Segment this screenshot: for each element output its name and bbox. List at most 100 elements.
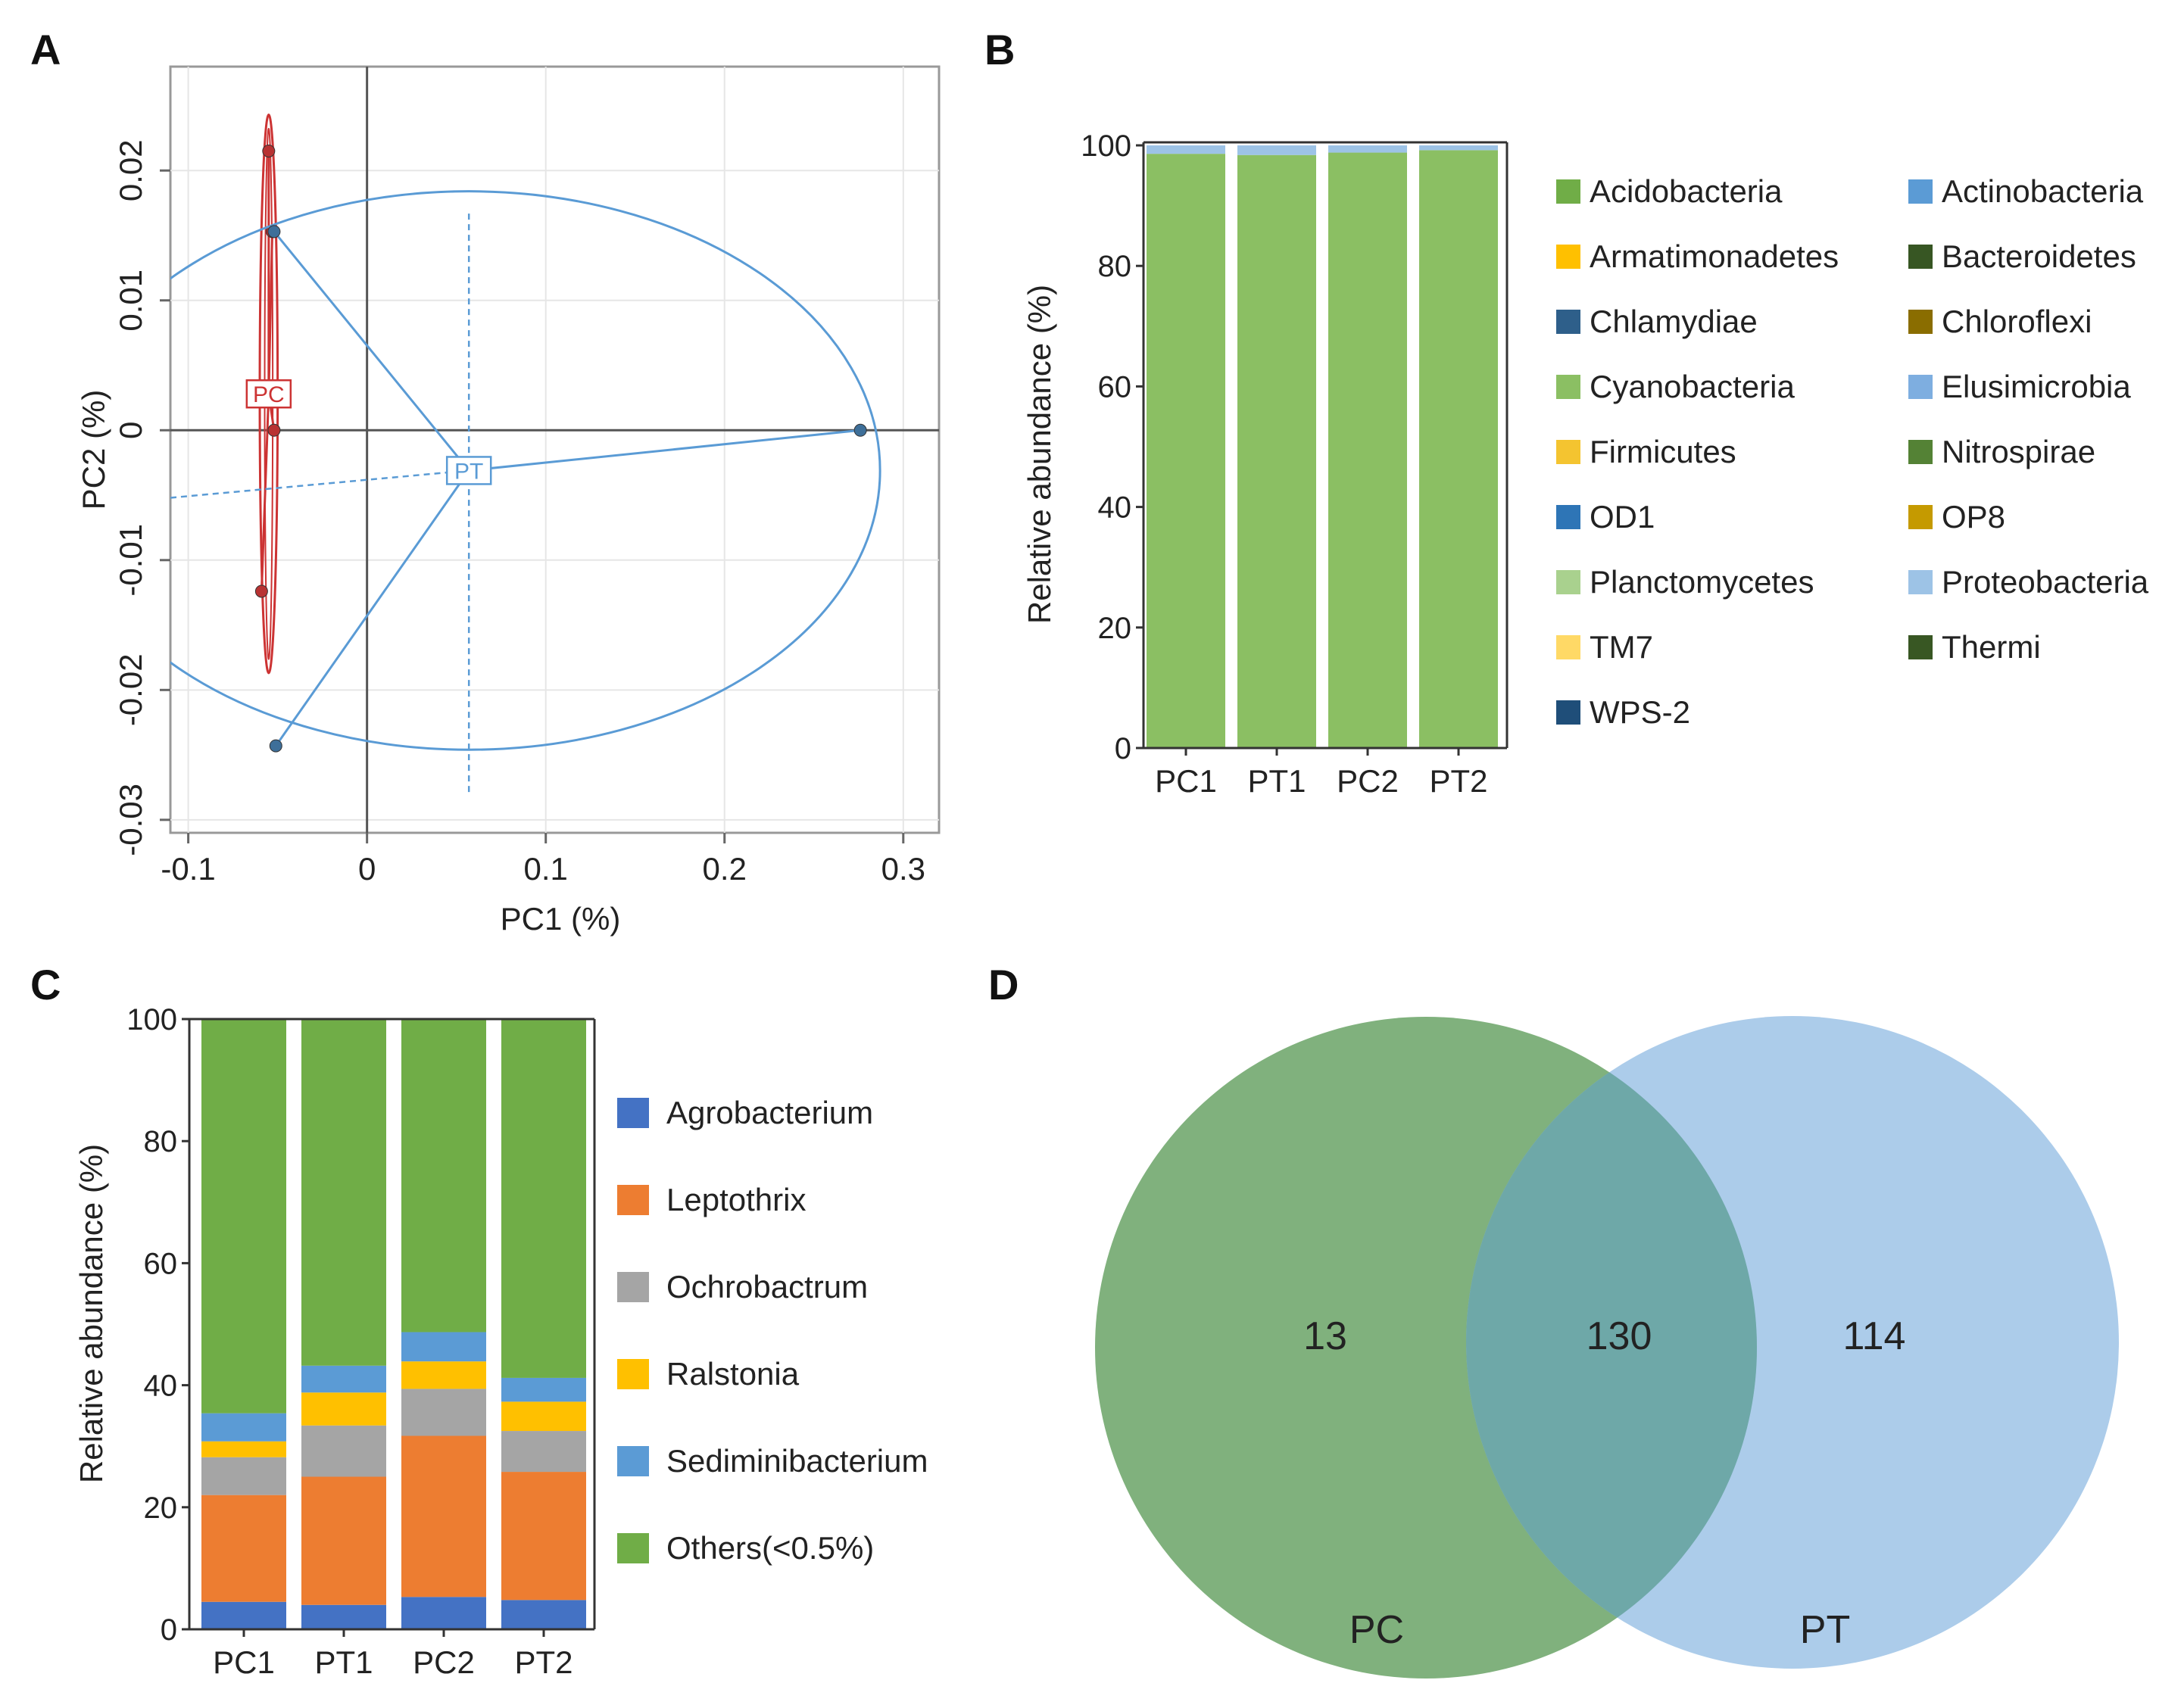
phylum-legend-label: OP8	[1942, 499, 2005, 535]
phylum-legend-swatch	[1908, 635, 1933, 659]
genus-bar-segment	[401, 1019, 486, 1333]
pca-point-pt	[853, 423, 867, 437]
genus-bar-segment	[401, 1435, 486, 1597]
venn-label-pc: PC	[1349, 1608, 1404, 1652]
genus-bar-segment	[401, 1389, 486, 1436]
phylum-legend: Acidobacteria Actinobacteria Armatimonadet…	[1556, 173, 2149, 730]
genus-x-tick-label: PT2	[514, 1644, 573, 1680]
genus-bar-segment	[301, 1365, 386, 1393]
genus-bar-segment	[301, 1604, 386, 1629]
phylum-legend-swatch	[1556, 570, 1580, 594]
pca-y-tick-label: -0.03	[113, 784, 148, 856]
phylum-legend-label: WPS-2	[1590, 694, 1690, 730]
phylum-bar-segment	[1147, 154, 1225, 749]
phylum-legend-label: Actinobacteria	[1942, 173, 2144, 209]
genus-legend-label: Others(<0.5%)	[666, 1530, 874, 1566]
phylum-legend-swatch	[1908, 245, 1933, 269]
phylum-legend-label: Planctomycetes	[1590, 564, 1814, 600]
phylum-legend-swatch	[1556, 700, 1580, 725]
genus-legend-label: Agrobacterium	[666, 1095, 873, 1130]
venn-label-pt: PT	[1800, 1608, 1850, 1652]
genus-legend-swatch	[617, 1446, 649, 1476]
phylum-legend-swatch	[1556, 635, 1580, 659]
genus-bar-segment	[501, 1472, 586, 1601]
genus-bar-chart: PC1 PT1 PC2 PT2 0 20 40 60 80 100 Agrobacterium Le…	[73, 1003, 928, 1680]
phylum-y-axis-label: Relative abundance (%)	[1022, 285, 1057, 624]
phylum-bar-segment	[1237, 154, 1316, 749]
venn-count-pt-only: 114	[1843, 1314, 1906, 1358]
genus-bar-segment	[201, 1413, 286, 1442]
genus-x-tick-label: PT1	[314, 1644, 373, 1680]
genus-bar-segment	[401, 1361, 486, 1389]
pca-spoke-pc	[260, 394, 270, 592]
phylum-x-tick-label: PT2	[1429, 763, 1487, 799]
genus-y-axis-label: Relative abundance (%)	[73, 1144, 109, 1483]
genus-bar-segment	[501, 1401, 586, 1432]
genus-bar-segment	[501, 1600, 586, 1629]
pca-centroid-label-pc: PC	[253, 382, 285, 407]
phylum-legend-swatch	[1556, 505, 1580, 529]
phylum-legend-label: OD1	[1590, 499, 1655, 535]
phylum-legend-swatch	[1556, 310, 1580, 334]
genus-legend-swatch	[617, 1359, 649, 1389]
phylum-x-tick-label: PC1	[1155, 763, 1217, 799]
pca-plot-frame	[169, 65, 941, 834]
genus-bars	[201, 1019, 586, 1629]
genus-y-tick-label: 80	[144, 1125, 178, 1158]
pca-spoke-pc	[267, 231, 274, 394]
phylum-legend-label: Bacteroidetes	[1942, 238, 2136, 274]
phylum-bar-segment	[1328, 145, 1407, 153]
genus-x-tick-label: PC1	[213, 1644, 275, 1680]
genus-bar-segment	[501, 1377, 586, 1402]
pca-y-tick-label: 0	[113, 422, 148, 439]
genus-bar-segment	[201, 1495, 286, 1602]
venn-count-pc-only: 13	[1303, 1314, 1347, 1358]
genus-legend-label: Leptothrix	[666, 1182, 806, 1217]
pca-point-pc	[262, 144, 276, 157]
genus-legend-swatch	[617, 1272, 649, 1302]
pca-grid	[170, 67, 939, 833]
phylum-legend-label: Proteobacteria	[1942, 564, 2149, 600]
pca-x-tick-label: -0.1	[161, 851, 215, 887]
pca-x-tick-label: 0.1	[524, 851, 568, 887]
genus-bar-segment	[501, 1431, 586, 1473]
phylum-bar-segment	[1419, 150, 1498, 749]
pca-y-tick-label: -0.01	[113, 524, 148, 597]
genus-bar-segment	[301, 1392, 386, 1426]
panel-letter-a: A	[30, 26, 61, 73]
phylum-legend-label: Nitrospirae	[1942, 434, 2095, 469]
pca-spoke-pt	[273, 230, 470, 472]
pca-centroid-box-pc	[245, 379, 292, 409]
pca-spoke-pt	[469, 429, 861, 472]
pca-ellipse-axis-pt-horizontal	[170, 469, 470, 499]
phylum-legend-swatch	[1908, 375, 1933, 399]
phylum-legend-swatch	[1556, 179, 1580, 204]
phylum-legend-label: Chloroflexi	[1942, 304, 2092, 339]
pca-x-tick-label: 0.3	[881, 851, 925, 887]
pca-point-pt	[269, 739, 282, 753]
phylum-legend-label: Acidobacteria	[1590, 173, 1783, 209]
phylum-bar-segment	[1328, 152, 1407, 748]
venn-count-overlap: 130	[1587, 1314, 1652, 1358]
pca-y-axis-label: PC2 (%)	[76, 390, 111, 510]
genus-y-tick-label: 60	[144, 1247, 178, 1280]
pca-x-tick-label: 0	[358, 851, 376, 887]
phylum-bar-segment	[1419, 145, 1498, 151]
phylum-y-tick-label: 20	[1098, 612, 1132, 645]
pca-y-tick-label: -0.02	[113, 653, 148, 726]
genus-legend-swatch	[617, 1098, 649, 1128]
genus-bar-segment	[501, 1019, 586, 1378]
phylum-y-tick-label: 80	[1098, 250, 1132, 283]
phylum-bars	[1147, 145, 1498, 749]
pca-x-tick-label: 0.2	[703, 851, 747, 887]
genus-legend-swatch	[617, 1185, 649, 1215]
venn-overlap-region	[1466, 1017, 1757, 1669]
genus-bar-segment	[201, 1019, 286, 1414]
phylum-legend-label: Cyanobacteria	[1590, 369, 1795, 404]
pca-spoke-pt	[275, 469, 470, 747]
phylum-legend-label: TM7	[1590, 629, 1653, 665]
genus-legend-label: Ochrobactrum	[666, 1269, 868, 1304]
genus-bar-segment	[201, 1441, 286, 1457]
phylum-legend-swatch	[1908, 570, 1933, 594]
